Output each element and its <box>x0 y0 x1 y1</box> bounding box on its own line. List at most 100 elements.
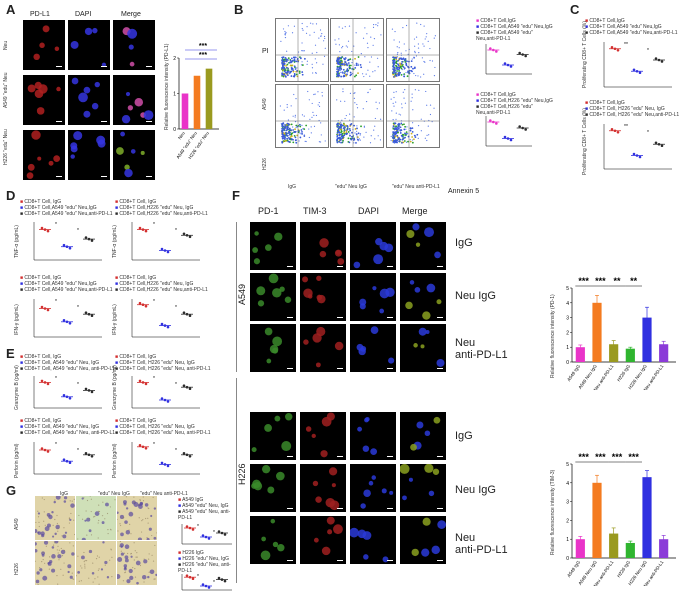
svg-text:*: * <box>55 376 57 382</box>
f-h226-micrograph-r1-c3 <box>400 464 446 512</box>
g-plot-bot: ** <box>181 574 232 591</box>
sig-F-tim3-2: *** <box>612 452 623 462</box>
sig-a-1: *** <box>199 52 207 59</box>
d-ylabel-4: IFN-γ (pg/mL) <box>112 304 118 335</box>
b-flow-plot-r0-c2 <box>386 18 440 82</box>
svg-text:*: * <box>213 530 215 536</box>
panel-label-g: G <box>6 483 17 498</box>
panel-label-d: D <box>6 188 16 203</box>
panel-label-a: A <box>6 2 16 17</box>
svg-text:3: 3 <box>566 316 569 322</box>
f-h226-micrograph-r2-c0 <box>250 516 296 564</box>
svg-text:*: * <box>55 222 57 228</box>
b-col-igg: IgG <box>288 184 297 190</box>
g-legend-bot: ■ H226 IgG ■ H226 "edu" Neu, IgG ■ H226 … <box>178 550 233 574</box>
svg-text:*: * <box>77 382 79 388</box>
e-legend-right-2: ■ CD8+T Cell, H226 "edu" Neu, IgG <box>115 360 195 366</box>
c-ylabel-top: Proliferating CD8+ T Cells (%) <box>582 21 588 88</box>
bar-F-pd1-3 <box>625 348 635 362</box>
g-header-neu-antipdl1: "edu" Neu anti-PD-L1 <box>140 491 188 497</box>
f-a549-micrograph-r2-c0 <box>250 324 296 372</box>
svg-text:4: 4 <box>566 481 569 487</box>
c-scatter-bot: *** <box>603 124 672 170</box>
c-ylabel-bot: Proliferating CD8+ T Cells (%) <box>582 108 588 175</box>
svg-text:*: * <box>175 228 177 234</box>
c-legend-bot: ■ CD8+T Cell,IgG ■ CD8+T Cell, H226 "edu… <box>585 100 685 118</box>
sig-a-0: *** <box>199 43 207 50</box>
bar-F-pd1-5 <box>659 344 669 362</box>
f-row-neuigg-a549: Neu IgG <box>455 290 496 302</box>
svg-text:0: 0 <box>566 360 569 366</box>
a-micrograph-r1-c2 <box>113 75 155 125</box>
svg-text:2: 2 <box>566 330 569 336</box>
g-header-neu-igg: "edu" Neu IgG <box>98 491 130 497</box>
sig-F-pd1-3: ** <box>630 276 638 286</box>
c-legend-top-3: ■ CD8+T Cell,A549 "edu" Neu,anti-PD-L1 <box>585 30 678 36</box>
e-plot-4: ** <box>131 442 200 475</box>
b-axis-y: PI <box>262 48 269 55</box>
d-legend-left-3: ■ CD8+T Cell,A549 "edu" Neu,anti-PD-L1 <box>20 211 113 217</box>
a-header-merge: Merge <box>121 11 141 18</box>
d-legend-right-b-1: ■ CD8+T Cell, IgG <box>115 275 157 281</box>
e-ylabel-3: Perforin (pg/ml) <box>14 443 20 478</box>
svg-text:0: 0 <box>566 556 569 562</box>
e-legend-right-1: ■ CD8+T Cell, IgG <box>115 354 157 360</box>
e-legend-left-b-1: ■ CD8+T Cell, IgG <box>20 418 62 424</box>
b-legend-top: ■ CD8+T Cell,IgG ■ CD8+T Cell,A549 "edu"… <box>476 18 554 42</box>
tick-F-tim3-3: H226 IgG <box>616 559 631 578</box>
tick-F-tim3-0: A549 IgG <box>566 559 581 578</box>
b-flow-plot-r0-c0 <box>275 18 329 82</box>
f-h226-micrograph-r0-c1 <box>300 412 346 460</box>
f-row-igg-h226: IgG <box>455 430 473 442</box>
a-row-h226: H226 "edu" Neu <box>3 129 9 165</box>
c-legend-bot-3: ■ CD8+T Cell, H226 "edu" Neu,anti-PD-L1 <box>585 112 680 118</box>
sig-F-pd1-2: ** <box>613 276 621 286</box>
e-legend-left-1: ■ CD8+T Cell, IgG <box>20 354 62 360</box>
f-h226-micrograph-r0-c2 <box>350 412 396 460</box>
e-plot-2: ** <box>131 376 200 409</box>
d-legend-right-b: ■ CD8+T Cell, IgG ■ CD8+T Cell,H226 "edu… <box>115 275 215 293</box>
e-legend-right: ■ CD8+T Cell, IgG ■ CD8+T Cell, H226 "ed… <box>115 354 215 372</box>
bar-A-pdl1-0 <box>181 93 189 129</box>
f-line-a549: A549 <box>237 283 247 305</box>
f-a549-micrograph-r0-c1 <box>300 222 346 270</box>
g-header-igg: IgG <box>60 491 69 497</box>
f-row-igg-a549: IgG <box>455 237 473 249</box>
b-legend-bot: ■ CD8+T Cell,IgG ■ CD8+T Cell,H226 "edu"… <box>476 92 554 116</box>
c-legend-bot-2: ■ CD8+T Cell, H226 "edu" Neu, IgG <box>585 106 665 112</box>
c-legend-top-1: ■ CD8+T Cell,IgG <box>585 18 625 24</box>
f-a549-micrograph-r1-c0 <box>250 273 296 321</box>
panel-label-c: C <box>570 2 580 17</box>
svg-text:*: * <box>77 448 79 454</box>
a-micrograph-r1-c1 <box>68 75 110 125</box>
f-a549-micrograph-r2-c2 <box>350 324 396 372</box>
f-header-merge: Merge <box>402 206 428 216</box>
sig-F-pd1-0: *** <box>578 276 589 286</box>
g-legend-bot-2: ■ H226 "edu" Neu, IgG <box>178 556 230 562</box>
f-h226-micrograph-r2-c3 <box>400 516 446 564</box>
f-h226-micrograph-r2-c1 <box>300 516 346 564</box>
f-row-neuanti-h226: Neu anti-PD-L1 <box>455 532 508 556</box>
a-row-neu: Neu <box>3 40 9 50</box>
e-plot-1: ** <box>33 376 102 409</box>
bar-F-pd1-2 <box>609 344 619 362</box>
a-micrograph-r2-c1 <box>68 130 110 180</box>
g-legend-top: ■ A549 IgG ■ A549 "edu" Neu, IgG ■ A549 … <box>178 497 233 521</box>
g-transwell-r1-c1 <box>76 541 116 585</box>
a-micrograph-r1-c0 <box>23 75 65 125</box>
b-flow-plot-r1-c0 <box>275 84 329 148</box>
f-a549-micrograph-r2-c1 <box>300 324 346 372</box>
g-row-a549: A549 <box>14 518 20 530</box>
svg-text:*: * <box>55 442 57 448</box>
a-chart-ylabel: Relative fluorescence intensity (PD-L1) <box>164 43 170 130</box>
d-legend-right-3: ■ CD8+T Cell,H226 "edu" Neu,anti-PD-L1 <box>115 211 208 217</box>
g-transwell-r1-c2 <box>117 541 157 585</box>
e-legend-right-b-1: ■ CD8+T Cell, IgG <box>115 418 157 424</box>
c-legend-top: ■ CD8+T Cell,IgG ■ CD8+T Cell,A549 "edu"… <box>585 18 685 36</box>
svg-text:1: 1 <box>173 92 176 98</box>
svg-text:*: * <box>647 48 649 54</box>
b-col-neu-igg: "edu" Neu IgG <box>335 184 367 190</box>
bar-F-tim3-0 <box>575 539 585 558</box>
f-line-h226: H226 <box>237 463 247 485</box>
